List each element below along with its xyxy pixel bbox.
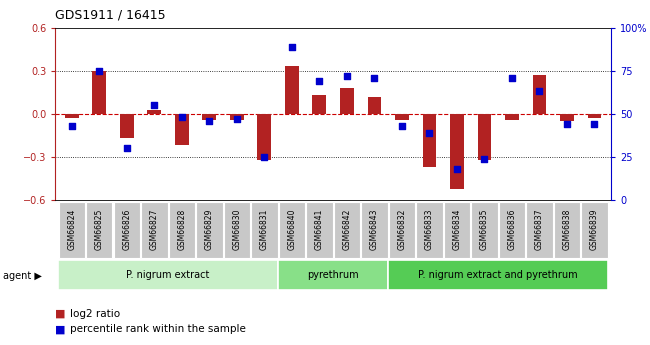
Bar — [120, 114, 134, 138]
Text: P. nigrum extract and pyrethrum: P. nigrum extract and pyrethrum — [419, 270, 578, 280]
FancyBboxPatch shape — [361, 202, 387, 258]
Point — [590, 121, 600, 127]
Bar — [148, 110, 161, 114]
Bar — [588, 114, 601, 118]
Text: GSM66827: GSM66827 — [150, 209, 159, 250]
Bar — [395, 114, 409, 120]
Point — [259, 154, 270, 160]
Bar — [202, 114, 216, 120]
Text: log2 ratio: log2 ratio — [70, 309, 120, 319]
FancyBboxPatch shape — [279, 202, 305, 258]
Point — [204, 118, 214, 124]
FancyBboxPatch shape — [389, 202, 415, 258]
Text: percentile rank within the sample: percentile rank within the sample — [70, 325, 246, 334]
Bar — [92, 71, 106, 114]
Text: GSM66835: GSM66835 — [480, 209, 489, 250]
Point — [396, 123, 407, 129]
Text: pyrethrum: pyrethrum — [307, 270, 359, 280]
Bar — [560, 114, 574, 121]
Bar — [230, 114, 244, 120]
Text: GDS1911 / 16415: GDS1911 / 16415 — [55, 9, 166, 22]
Point — [507, 75, 517, 80]
Point — [562, 121, 572, 127]
Text: ■: ■ — [55, 325, 66, 334]
FancyBboxPatch shape — [278, 260, 388, 290]
Text: GSM66842: GSM66842 — [343, 209, 352, 250]
Text: GSM66826: GSM66826 — [122, 209, 131, 250]
FancyBboxPatch shape — [333, 202, 360, 258]
Point — [177, 115, 187, 120]
FancyBboxPatch shape — [141, 202, 168, 258]
FancyBboxPatch shape — [388, 260, 608, 290]
FancyBboxPatch shape — [526, 202, 552, 258]
Bar — [478, 114, 491, 160]
FancyBboxPatch shape — [114, 202, 140, 258]
FancyBboxPatch shape — [471, 202, 498, 258]
Text: P. nigrum extract: P. nigrum extract — [126, 270, 210, 280]
Text: GSM66838: GSM66838 — [562, 209, 571, 250]
Point — [66, 123, 77, 129]
Bar — [175, 114, 188, 146]
Point — [479, 156, 489, 161]
Text: GSM66840: GSM66840 — [287, 209, 296, 250]
FancyBboxPatch shape — [499, 202, 525, 258]
FancyBboxPatch shape — [554, 202, 580, 258]
Point — [122, 146, 132, 151]
Bar — [532, 75, 547, 114]
FancyBboxPatch shape — [58, 260, 278, 290]
Text: GSM66836: GSM66836 — [508, 209, 517, 250]
Text: GSM66834: GSM66834 — [452, 209, 462, 250]
Text: GSM66843: GSM66843 — [370, 209, 379, 250]
Text: ■: ■ — [55, 309, 66, 319]
Text: GSM66824: GSM66824 — [67, 209, 76, 250]
Bar — [422, 114, 436, 167]
Text: GSM66833: GSM66833 — [425, 209, 434, 250]
Bar — [65, 114, 79, 118]
Text: GSM66837: GSM66837 — [535, 209, 544, 250]
Point — [231, 116, 242, 122]
FancyBboxPatch shape — [444, 202, 470, 258]
Text: GSM66828: GSM66828 — [177, 209, 187, 250]
FancyBboxPatch shape — [86, 202, 112, 258]
Text: GSM66839: GSM66839 — [590, 209, 599, 250]
Text: GSM66831: GSM66831 — [260, 209, 269, 250]
Point — [424, 130, 435, 136]
Point — [314, 78, 324, 84]
Bar — [313, 95, 326, 114]
Text: agent ▶: agent ▶ — [3, 271, 42, 281]
Point — [342, 73, 352, 79]
FancyBboxPatch shape — [168, 202, 195, 258]
FancyBboxPatch shape — [251, 202, 278, 258]
FancyBboxPatch shape — [306, 202, 333, 258]
FancyBboxPatch shape — [58, 202, 85, 258]
Bar — [285, 66, 299, 114]
Point — [287, 44, 297, 49]
Bar — [450, 114, 464, 189]
Bar — [505, 114, 519, 120]
FancyBboxPatch shape — [416, 202, 443, 258]
Point — [94, 68, 105, 73]
Bar — [367, 97, 382, 114]
Text: GSM66841: GSM66841 — [315, 209, 324, 250]
Text: GSM66825: GSM66825 — [95, 209, 104, 250]
Point — [369, 75, 380, 80]
Bar — [257, 114, 271, 160]
Point — [534, 89, 545, 94]
FancyBboxPatch shape — [196, 202, 222, 258]
FancyBboxPatch shape — [581, 202, 608, 258]
Point — [149, 102, 159, 108]
Bar — [340, 88, 354, 114]
Text: GSM66830: GSM66830 — [232, 209, 241, 250]
Point — [452, 166, 462, 172]
Text: GSM66829: GSM66829 — [205, 209, 214, 250]
Text: GSM66832: GSM66832 — [397, 209, 406, 250]
FancyBboxPatch shape — [224, 202, 250, 258]
